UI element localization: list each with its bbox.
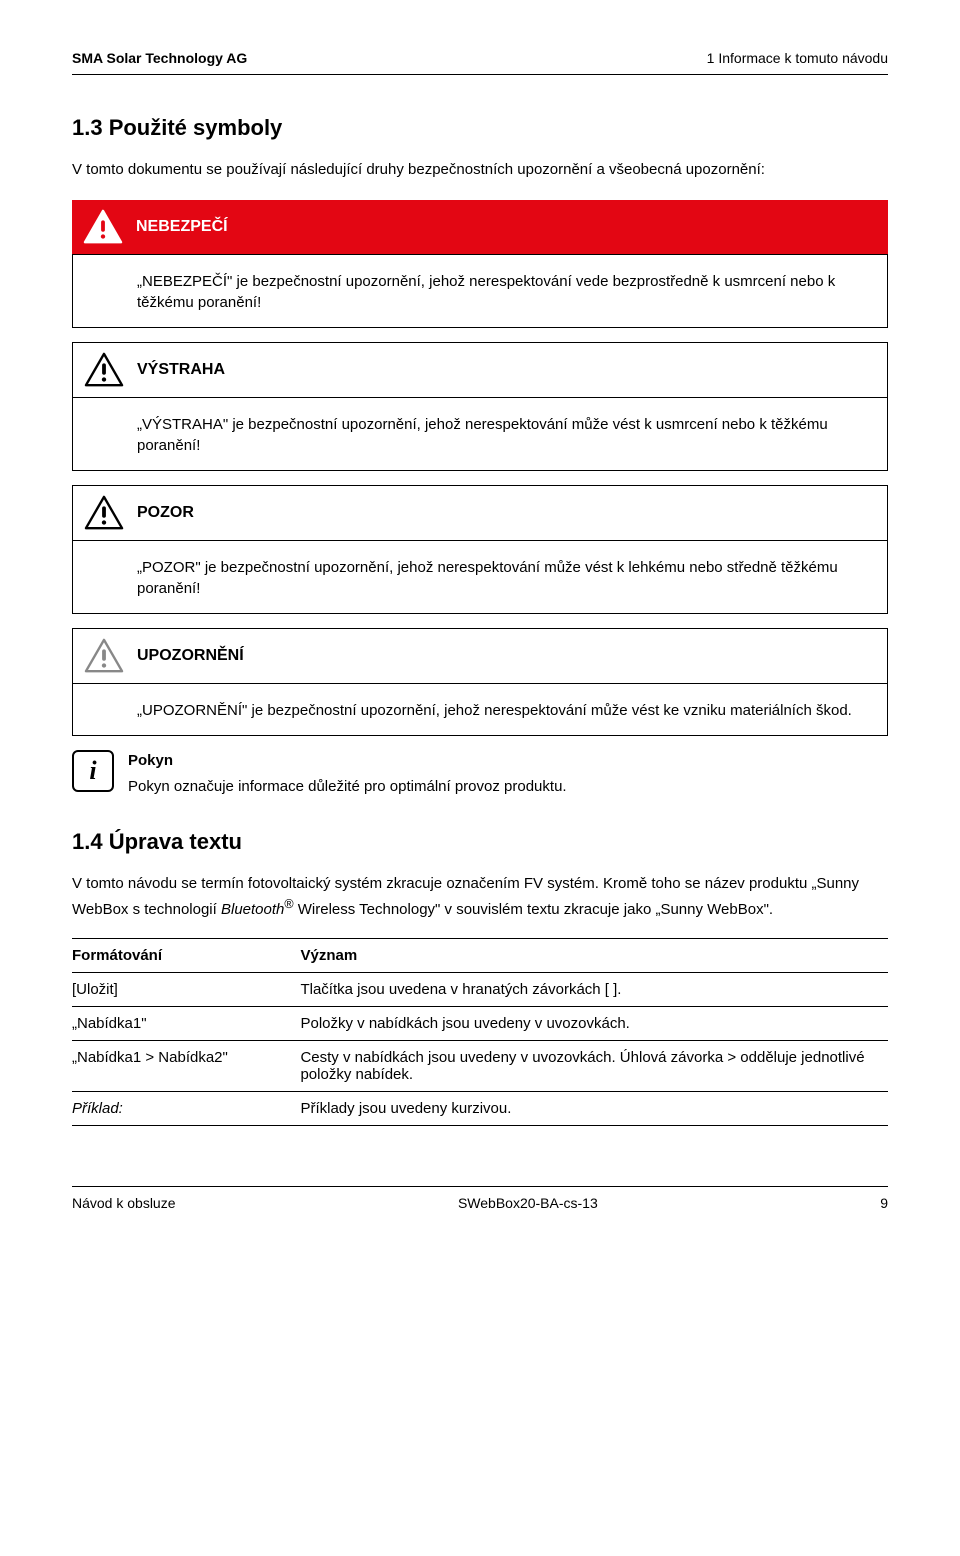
- warnings-list: NEBEZPEČÍ „NEBEZPEČÍ" je bezpečnostní upo…: [72, 200, 888, 736]
- header-chapter: 1 Informace k tomuto návodu: [707, 50, 888, 66]
- intro-sup: ®: [284, 897, 293, 911]
- warning-caution: POZOR „POZOR" je bezpečnostní upozornění,…: [72, 485, 888, 614]
- info-text: Pokyn Pokyn označuje informace důležité …: [128, 750, 567, 799]
- table-header-row: Formátování Význam: [72, 938, 888, 972]
- warning-header: POZOR: [72, 485, 888, 540]
- table-cell-format: Příklad:: [72, 1091, 300, 1125]
- warning-triangle-icon: [83, 494, 125, 532]
- formatting-table: Formátování Význam [Uložit]Tlačítka jsou…: [72, 938, 888, 1126]
- section-1-4: 1.4 Úprava textu V tomto návodu se termí…: [72, 829, 888, 1126]
- warning-body: „NEBEZPEČÍ" je bezpečnostní upozornění, …: [72, 254, 888, 328]
- table-cell-format: „Nabídka1 > Nabídka2": [72, 1040, 300, 1091]
- table-col-1-header: Formátování: [72, 938, 300, 972]
- section-1-4-intro: V tomto návodu se termín fotovoltaický s…: [72, 873, 888, 922]
- info-title: Pokyn: [128, 750, 567, 773]
- section-1-3-intro: V tomto dokumentu se používají následují…: [72, 159, 888, 182]
- table-row: [Uložit]Tlačítka jsou uvedena v hranatýc…: [72, 972, 888, 1006]
- table-col-2-header: Význam: [300, 938, 888, 972]
- warning-warning: VÝSTRAHA „VÝSTRAHA" je bezpečnostní upozo…: [72, 342, 888, 471]
- warning-title: POZOR: [137, 504, 194, 522]
- page-footer: Návod k obsluze SWebBox20-BA-cs-13 9: [72, 1186, 888, 1211]
- document-page: SMA Solar Technology AG 1 Informace k to…: [0, 0, 960, 1251]
- table-cell-meaning: Cesty v nabídkách jsou uvedeny v uvozovk…: [300, 1040, 888, 1091]
- table-cell-format: „Nabídka1": [72, 1006, 300, 1040]
- table-row: Příklad:Příklady jsou uvedeny kurzivou.: [72, 1091, 888, 1125]
- table-row: „Nabídka1 > Nabídka2"Cesty v nabídkách j…: [72, 1040, 888, 1091]
- warning-header: NEBEZPEČÍ: [72, 200, 888, 254]
- table-cell-meaning: Tlačítka jsou uvedena v hranatých závork…: [300, 972, 888, 1006]
- header-company: SMA Solar Technology AG: [72, 50, 247, 66]
- section-1-4-heading: 1.4 Úprava textu: [72, 829, 888, 855]
- warning-title: UPOZORNĚNÍ: [137, 647, 244, 665]
- warning-body: „POZOR" je bezpečnostní upozornění, jeho…: [72, 540, 888, 614]
- warning-body: „VÝSTRAHA" je bezpečnostní upozornění, j…: [72, 397, 888, 471]
- warning-header: VÝSTRAHA: [72, 342, 888, 397]
- intro-italic: Bluetooth: [221, 901, 284, 918]
- footer-right: 9: [880, 1195, 888, 1211]
- table-cell-meaning: Položky v nabídkách jsou uvedeny v uvozo…: [300, 1006, 888, 1040]
- table-cell-meaning: Příklady jsou uvedeny kurzivou.: [300, 1091, 888, 1125]
- table-cell-format: [Uložit]: [72, 972, 300, 1006]
- footer-center: SWebBox20-BA-cs-13: [458, 1195, 598, 1211]
- warning-notice: UPOZORNĚNÍ „UPOZORNĚNÍ" je bezpečnostní u…: [72, 628, 888, 736]
- footer-left: Návod k obsluze: [72, 1195, 176, 1211]
- warning-danger: NEBEZPEČÍ „NEBEZPEČÍ" je bezpečnostní upo…: [72, 200, 888, 328]
- warning-header: UPOZORNĚNÍ: [72, 628, 888, 683]
- info-note: i Pokyn Pokyn označuje informace důležit…: [72, 750, 888, 799]
- intro-part2: Wireless Technology" v souvislém textu z…: [294, 901, 773, 918]
- warning-title: VÝSTRAHA: [137, 361, 225, 379]
- info-body: Pokyn označuje informace důležité pro op…: [128, 778, 567, 795]
- info-icon: i: [72, 750, 114, 792]
- warning-triangle-icon: [83, 351, 125, 389]
- table-row: „Nabídka1"Položky v nabídkách jsou uvede…: [72, 1006, 888, 1040]
- page-header: SMA Solar Technology AG 1 Informace k to…: [72, 50, 888, 75]
- warning-title: NEBEZPEČÍ: [136, 218, 228, 236]
- warning-triangle-icon: [82, 208, 124, 246]
- warning-triangle-icon: [83, 637, 125, 675]
- warning-body: „UPOZORNĚNÍ" je bezpečnostní upozornění,…: [72, 683, 888, 736]
- section-1-3-heading: 1.3 Použité symboly: [72, 115, 888, 141]
